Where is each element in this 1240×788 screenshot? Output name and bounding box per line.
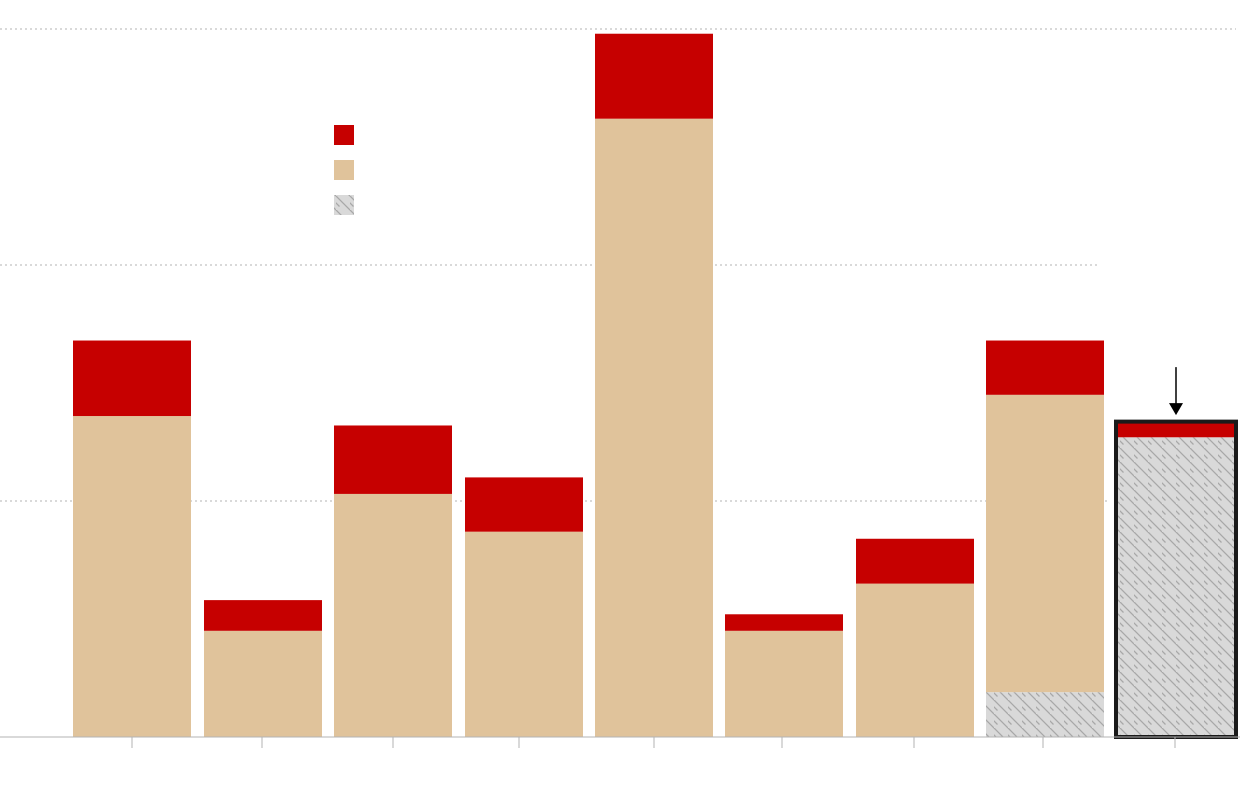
bar-segment-tan bbox=[986, 394, 1104, 693]
arrow-head bbox=[1169, 403, 1183, 416]
bar-segment-red bbox=[204, 600, 322, 631]
bar-segment-tan bbox=[725, 630, 843, 737]
annotations bbox=[1169, 367, 1183, 416]
bar-segment-red bbox=[73, 340, 191, 417]
bar-segment-red bbox=[1117, 423, 1235, 438]
bars bbox=[73, 33, 1238, 739]
bar-segment-pattern bbox=[986, 692, 1104, 737]
x-axis bbox=[0, 736, 1240, 748]
bar-segment-red bbox=[465, 477, 583, 532]
bar-segment-tan bbox=[856, 583, 974, 737]
bar-segment-red bbox=[986, 340, 1104, 395]
bar-segment-tan bbox=[73, 416, 191, 737]
legend-swatch-red bbox=[334, 125, 354, 145]
bar-segment-red bbox=[595, 33, 713, 119]
bar-segment-tan bbox=[204, 630, 322, 737]
bar-segment-red bbox=[856, 538, 974, 584]
bar-segment-pattern bbox=[1117, 437, 1235, 737]
legend bbox=[334, 125, 354, 215]
bar-segment-red bbox=[334, 425, 452, 494]
legend-swatch-tan bbox=[334, 160, 354, 180]
bar-segment-red bbox=[725, 614, 843, 631]
bar-segment-tan bbox=[334, 493, 452, 737]
bar-segment-tan bbox=[595, 118, 713, 738]
legend-swatch-pattern bbox=[334, 195, 354, 215]
bar-segment-tan bbox=[465, 531, 583, 737]
